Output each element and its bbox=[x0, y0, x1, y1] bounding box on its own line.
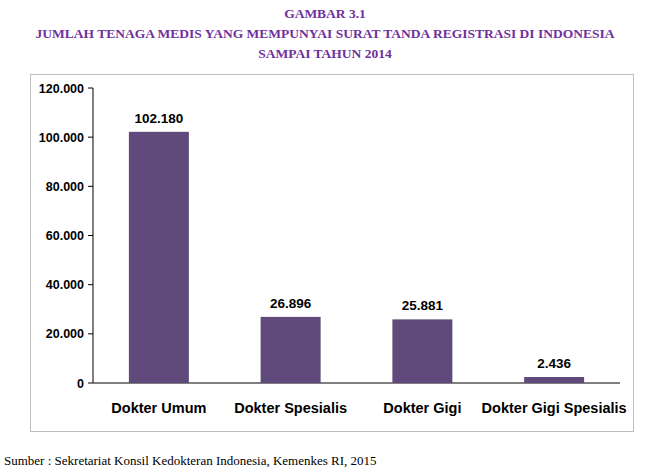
y-axis bbox=[93, 88, 94, 383]
chart-svg: 0 20.000 40.000 60.000 80.000 100.000 120.000 1… bbox=[0, 0, 649, 472]
title: GAMBAR 3.1 bbox=[20, 4, 630, 24]
chart-wrap: GAMBAR 3.1JUMLAH TENAGA MEDIS YANG MEMPU… bbox=[0, 0, 649, 472]
bar bbox=[392, 319, 452, 383]
x-tick-label: Dokter Umum bbox=[111, 400, 206, 416]
y-tick bbox=[88, 235, 93, 236]
bars bbox=[129, 132, 584, 383]
y-tick bbox=[88, 186, 93, 187]
data-label: 2.436 bbox=[537, 356, 571, 371]
x-tick-label: Dokter Spesialis bbox=[234, 400, 347, 416]
y-tick-label: 100.000 bbox=[39, 131, 84, 145]
y-tick bbox=[88, 284, 93, 285]
y-tick-label: 40.000 bbox=[46, 278, 84, 292]
y-tick bbox=[88, 333, 93, 334]
y-tick-label: 20.000 bbox=[46, 327, 84, 341]
y-tick-label: 80.000 bbox=[46, 180, 84, 194]
data-label: 102.180 bbox=[134, 111, 183, 126]
y-tick-label: 120.000 bbox=[39, 82, 84, 96]
data-label: 26.896 bbox=[270, 296, 312, 311]
source: Sumber : Sekretariat Konsil Kedokteran I… bbox=[4, 453, 377, 468]
data-label: 25.881 bbox=[402, 298, 444, 313]
y-tick bbox=[88, 137, 93, 138]
x-tick-label: Dokter Gigi bbox=[383, 400, 461, 416]
x-tick-label: Dokter Gigi Spesialis bbox=[482, 400, 627, 416]
y-tick-label: 0 bbox=[77, 377, 84, 391]
subtitle: JUMLAH TENAGA MEDIS YANG MEMPUNYAI SURAT… bbox=[20, 24, 630, 64]
chart-frame bbox=[31, 75, 634, 432]
y-tick bbox=[88, 88, 93, 89]
titles: GAMBAR 3.1JUMLAH TENAGA MEDIS YANG MEMPU… bbox=[20, 4, 630, 64]
bar bbox=[261, 317, 321, 383]
y-tick-label: 60.000 bbox=[46, 229, 84, 243]
bar bbox=[129, 132, 189, 383]
y-tick bbox=[88, 383, 93, 384]
bar bbox=[524, 377, 584, 383]
